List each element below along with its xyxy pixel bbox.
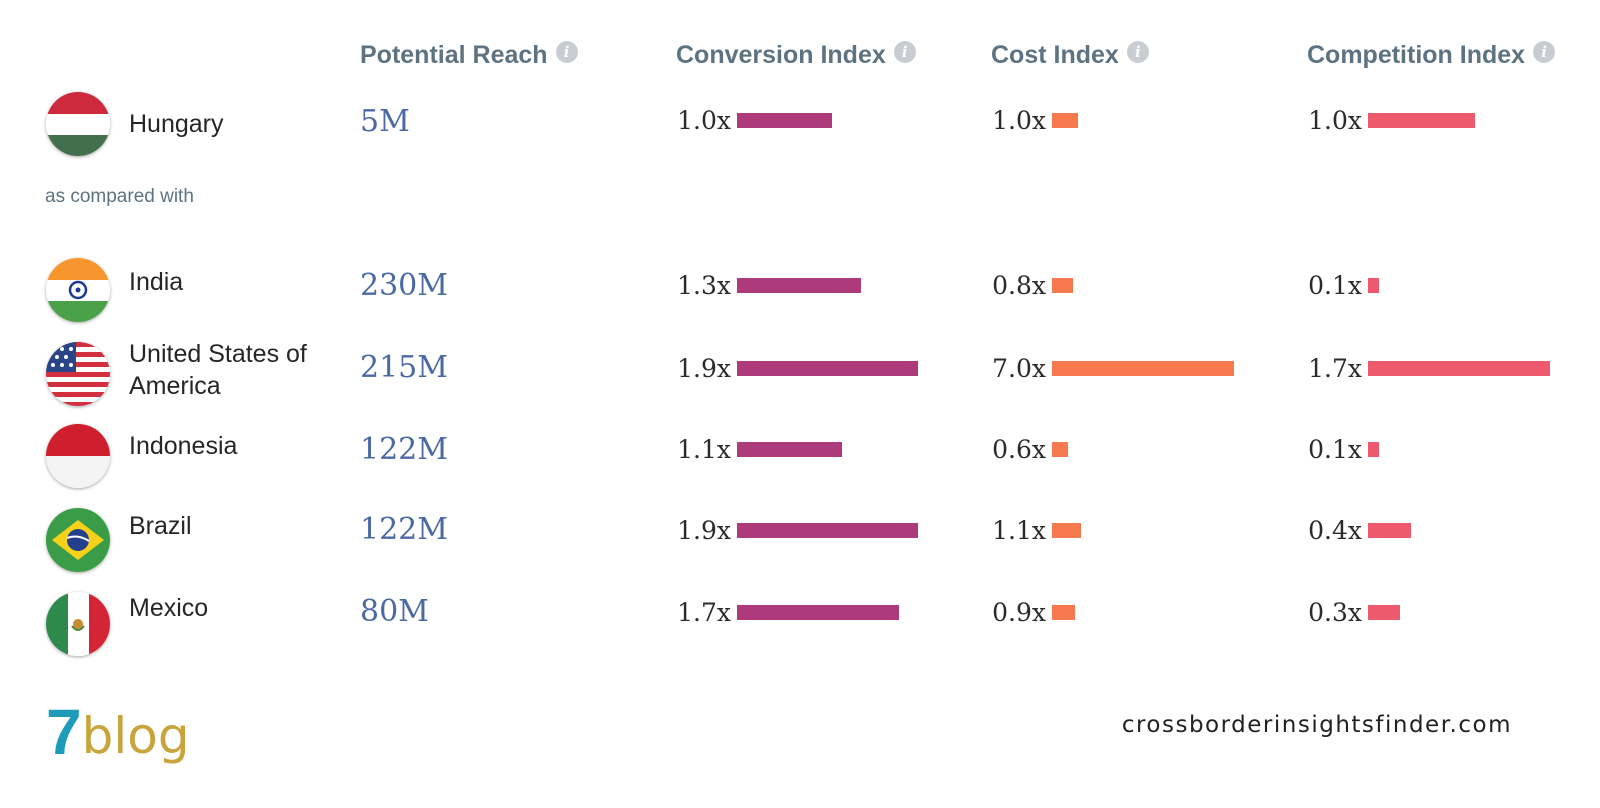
- potential-reach-value: 80M: [360, 594, 429, 629]
- competition-index-bar: [1368, 442, 1379, 457]
- header-cost-index-label: Cost Index: [991, 40, 1119, 69]
- conversion-index-bar: [737, 278, 861, 293]
- header-potential-reach: Potential Reach i: [360, 38, 578, 72]
- country-row-hungary: Hungary 5M 1.0x 1.0x 1.0x: [0, 92, 1600, 156]
- cost-index-bar: [1052, 113, 1078, 128]
- conversion-index-value: 1.3x: [677, 271, 731, 300]
- country-name: Mexico: [129, 594, 209, 622]
- competition-index-value: 1.0x: [1308, 106, 1362, 135]
- competition-index-value: 0.4x: [1308, 516, 1362, 545]
- usa-flag-icon: [46, 342, 110, 406]
- competition-index-value: 0.1x: [1308, 271, 1362, 300]
- info-icon[interactable]: i: [1126, 41, 1149, 63]
- country-name: Indonesia: [129, 432, 238, 460]
- potential-reach-value: 5M: [360, 104, 410, 139]
- cost-index-bar: [1052, 442, 1068, 457]
- country-name: Brazil: [129, 512, 192, 540]
- brazil-flag-icon: [46, 508, 110, 572]
- conversion-index-value: 1.9x: [677, 516, 731, 545]
- indonesia-flag-icon: [46, 424, 110, 488]
- conversion-index-bar: [737, 113, 832, 128]
- competition-index-bar: [1368, 523, 1411, 538]
- conversion-index-bar: [737, 442, 842, 457]
- cost-index-value: 7.0x: [992, 354, 1046, 383]
- country-row-india: India 230M 1.3x 0.8x 0.1x: [0, 258, 1600, 322]
- header-conversion-index: Conversion Index i: [676, 38, 916, 72]
- potential-reach-value: 215M: [360, 350, 448, 385]
- cost-index-value: 0.9x: [992, 598, 1046, 627]
- 7blog-logo[interactable]: 7 blog: [46, 694, 190, 764]
- india-flag-icon: [46, 258, 110, 322]
- competition-index-bar: [1368, 278, 1379, 293]
- header-potential-reach-label: Potential Reach: [360, 40, 548, 69]
- conversion-index-value: 1.1x: [677, 435, 731, 464]
- competition-index-value: 0.3x: [1308, 598, 1362, 627]
- competition-index-bar: [1368, 361, 1550, 376]
- competition-index-value: 1.7x: [1308, 354, 1362, 383]
- cost-index-bar: [1052, 605, 1075, 620]
- competition-index-bar: [1368, 605, 1400, 620]
- conversion-index-bar: [737, 523, 918, 538]
- potential-reach-value: 122M: [360, 432, 448, 467]
- conversion-index-bar: [737, 361, 918, 376]
- info-icon[interactable]: i: [893, 41, 916, 63]
- header-conversion-index-label: Conversion Index: [676, 40, 886, 69]
- competition-index-value: 0.1x: [1308, 435, 1362, 464]
- cost-index-value: 1.1x: [992, 516, 1046, 545]
- cost-index-value: 0.8x: [992, 271, 1046, 300]
- conversion-index-value: 1.7x: [677, 598, 731, 627]
- conversion-index-value: 1.9x: [677, 354, 731, 383]
- logo-text: blog: [81, 707, 190, 765]
- potential-reach-value: 122M: [360, 512, 448, 547]
- country-row-mexico: Mexico 80M 1.7x 0.9x 0.3x: [0, 592, 1600, 656]
- country-name: Hungary: [129, 110, 224, 138]
- country-name: United States of America: [129, 340, 307, 400]
- compared-label: as compared with: [45, 186, 194, 207]
- competition-index-bar: [1368, 113, 1475, 128]
- info-icon[interactable]: i: [555, 41, 578, 63]
- cost-index-value: 0.6x: [992, 435, 1046, 464]
- mexico-flag-icon: [46, 592, 110, 656]
- potential-reach-value: 230M: [360, 268, 448, 303]
- header-competition-index-label: Competition Index: [1307, 40, 1526, 69]
- hungary-flag-icon: [46, 92, 110, 156]
- logo-number: 7: [46, 696, 82, 768]
- country-name: India: [129, 268, 184, 296]
- cost-index-bar: [1052, 523, 1081, 538]
- header-competition-index: Competition Index i: [1307, 38, 1556, 72]
- header-cost-index: Cost Index i: [991, 38, 1149, 72]
- country-row-indonesia: Indonesia 122M 1.1x 0.6x 0.1x: [0, 424, 1600, 488]
- cost-index-value: 1.0x: [992, 106, 1046, 135]
- country-row-usa: United States of America 215M 1.9x 7.0x …: [0, 340, 1600, 406]
- info-icon[interactable]: i: [1533, 41, 1556, 63]
- cost-index-bar: [1052, 361, 1234, 376]
- cost-index-bar: [1052, 278, 1073, 293]
- site-url-link[interactable]: crossborderinsightsfinder.com: [1121, 712, 1512, 738]
- conversion-index-value: 1.0x: [677, 106, 731, 135]
- country-row-brazil: Brazil 122M 1.9x 1.1x 0.4x: [0, 508, 1600, 572]
- conversion-index-bar: [737, 605, 899, 620]
